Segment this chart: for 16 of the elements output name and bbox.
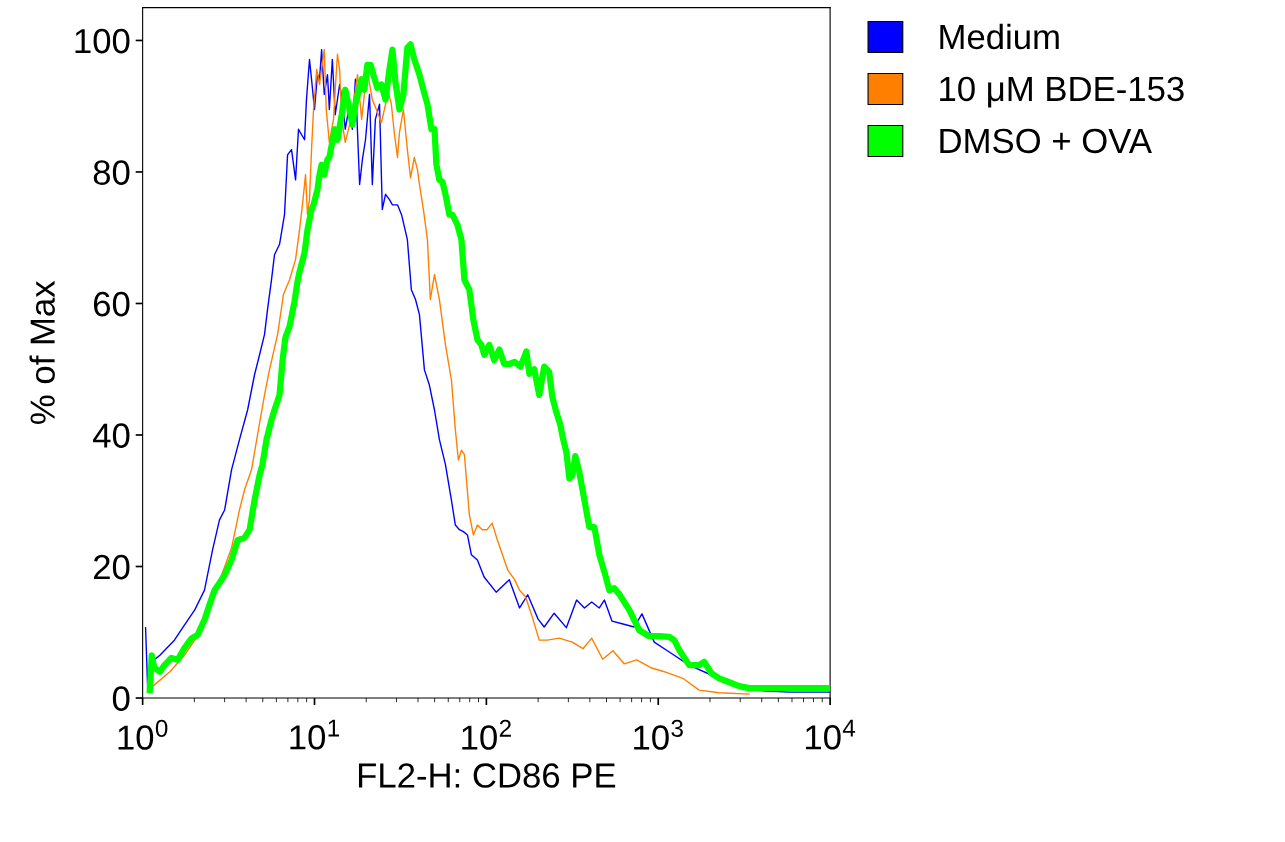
x-tick-label: 10$^{4}$ [806,719,856,750]
y-tick-label: 60 [93,291,130,317]
x-tick-label: 10$^{1}$ [290,719,340,750]
y-tick-label: 80 [93,160,130,185]
y-tick-label: 0 [112,686,130,711]
y-tick-label: 20 [93,554,130,580]
x-axis-title: FL2-H: CD86 PE [358,763,616,788]
y-tick-label: 40 [93,423,130,448]
x-tick-label: 10$^{3}$ [634,719,683,750]
x-tick-label: 10$^{2}$ [462,719,511,750]
legend-label: 10 μM BDE-153 [940,76,1184,108]
y-axis-title: % of Max [29,280,55,424]
x-tick-label: 10$^{0}$ [118,719,168,750]
legend-label: Medium [940,23,1059,50]
legend-label: DMSO + OVA [940,128,1152,154]
y-tick-label: 100 [75,28,130,54]
